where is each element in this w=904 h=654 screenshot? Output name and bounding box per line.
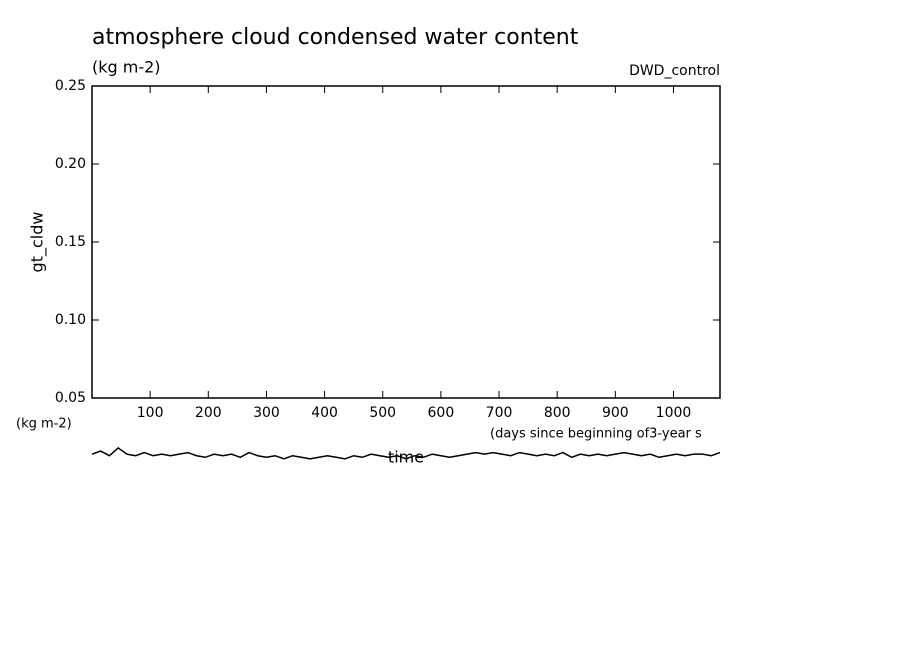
x-tick-label: 600 [428,405,455,421]
y-axis-label: gt_cldw [28,212,48,273]
y-unit-label: (kg m-2) [16,417,72,432]
x-unit-label: (days since beginning of3-year s [490,427,702,442]
chart-title: atmosphere cloud condensed water content [92,25,579,50]
x-tick-label: 100 [137,405,164,421]
x-tick-label: 200 [195,405,222,421]
y-tick-label: 0.10 [55,312,86,328]
x-tick-label: 500 [369,405,396,421]
annotation: DWD_control [629,63,720,79]
y-tick-label: 0.20 [55,156,86,172]
x-tick-label: 800 [544,405,571,421]
x-axis-label: time [388,448,424,467]
y-tick-label: 0.25 [55,78,86,94]
x-tick-label: 300 [253,405,280,421]
data-line [91,446,721,460]
chart-subtitle: (kg m-2) [92,58,161,77]
x-tick-label: 1000 [656,405,692,421]
x-tick-label: 400 [311,405,338,421]
x-tick-label: 900 [602,405,629,421]
y-tick-label: 0.15 [55,234,86,250]
x-tick-label: 700 [486,405,513,421]
y-tick-label: 0.05 [55,390,86,406]
